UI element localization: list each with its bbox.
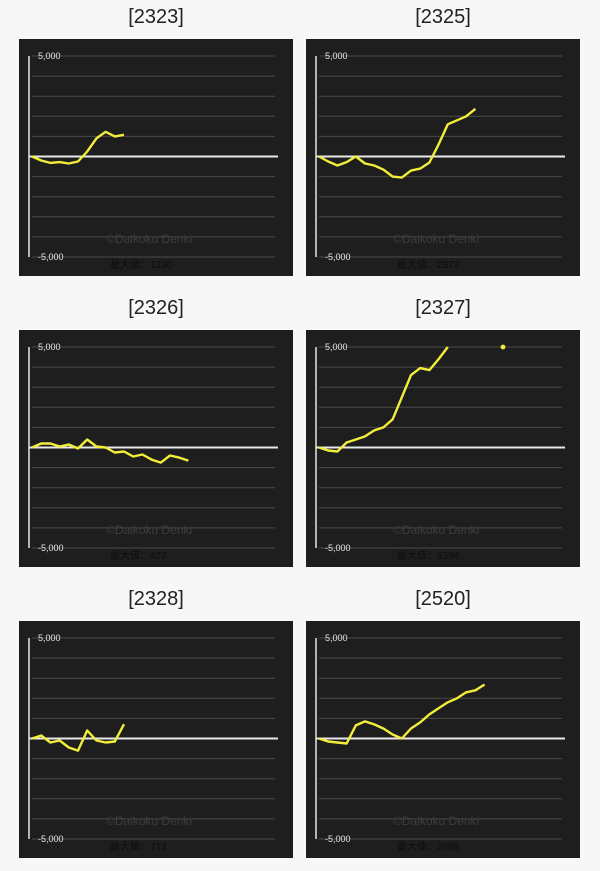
y-tick-label: -5,000 [38,834,64,844]
max-value-label: 最大値：6394 [397,549,460,562]
watermark: ©Daikoku Denki [106,523,192,537]
series-line [318,346,449,453]
y-tick-label: 5,000 [38,51,61,61]
max-value-label: 最大値：427 [110,549,167,562]
y-tick-label: -5,000 [38,252,64,262]
y-tick-label: 5,000 [325,342,348,352]
max-value-label: 最大値：2689 [397,840,460,853]
series-line [31,438,189,464]
chart-title: [2327] [415,297,471,319]
y-tick-label: 5,000 [325,633,348,643]
chart-title: [2328] [128,588,184,610]
watermark: ©Daikoku Denki [393,814,479,828]
y-tick-label: -5,000 [325,252,351,262]
series-line [318,107,477,179]
max-value-label: 最大値：713 [110,840,167,853]
chart-panel: 5,000 -5,000 ©Daikoku Denki 最大値：713 [19,621,293,858]
y-tick-label: 5,000 [38,633,61,643]
y-tick-label: -5,000 [325,834,351,844]
y-tick-label: 5,000 [325,51,348,61]
max-value-label: 最大値：2372 [397,258,460,271]
series-line [31,723,126,752]
line-chart: 5,000 -5,000 ©Daikoku Denki 最大値：6394 [315,342,565,562]
max-value-label: 最大値：1230 [110,258,173,271]
line-chart: 5,000 -5,000 ©Daikoku Denki 最大値：2689 [315,633,565,853]
watermark: ©Daikoku Denki [393,232,479,246]
watermark: ©Daikoku Denki [106,232,192,246]
chart-panel: 5,000 -5,000 ©Daikoku Denki 最大値：427 [19,330,293,567]
series-line [31,130,125,165]
chart-panel: 5,000 -5,000 ©Daikoku Denki 最大値：1230 [19,39,293,276]
watermark: ©Daikoku Denki [393,523,479,537]
watermark: ©Daikoku Denki [106,814,192,828]
y-tick-label: -5,000 [325,543,351,553]
line-chart: 5,000 -5,000 ©Daikoku Denki 最大値：1230 [28,51,278,271]
chart-title: [2326] [128,297,184,319]
chart-title: [2325] [415,6,471,28]
line-chart: 5,000 -5,000 ©Daikoku Denki 最大値：2372 [315,51,565,271]
chart-title: [2323] [128,6,184,28]
y-tick-label: -5,000 [38,543,64,553]
chart-panel: 5,000 -5,000 ©Daikoku Denki 最大値：6394 [306,330,580,567]
series-line [318,683,486,745]
chart-panel: 5,000 -5,000 ©Daikoku Denki 最大値：2372 [306,39,580,276]
line-chart: 5,000 -5,000 ©Daikoku Denki 最大値：713 [28,633,278,853]
line-chart: 5,000 -5,000 ©Daikoku Denki 最大値：427 [28,342,278,562]
chart-title: [2520] [415,588,471,610]
chart-panel: 5,000 -5,000 ©Daikoku Denki 最大値：2689 [306,621,580,858]
series-point [500,344,506,350]
y-tick-label: 5,000 [38,342,61,352]
